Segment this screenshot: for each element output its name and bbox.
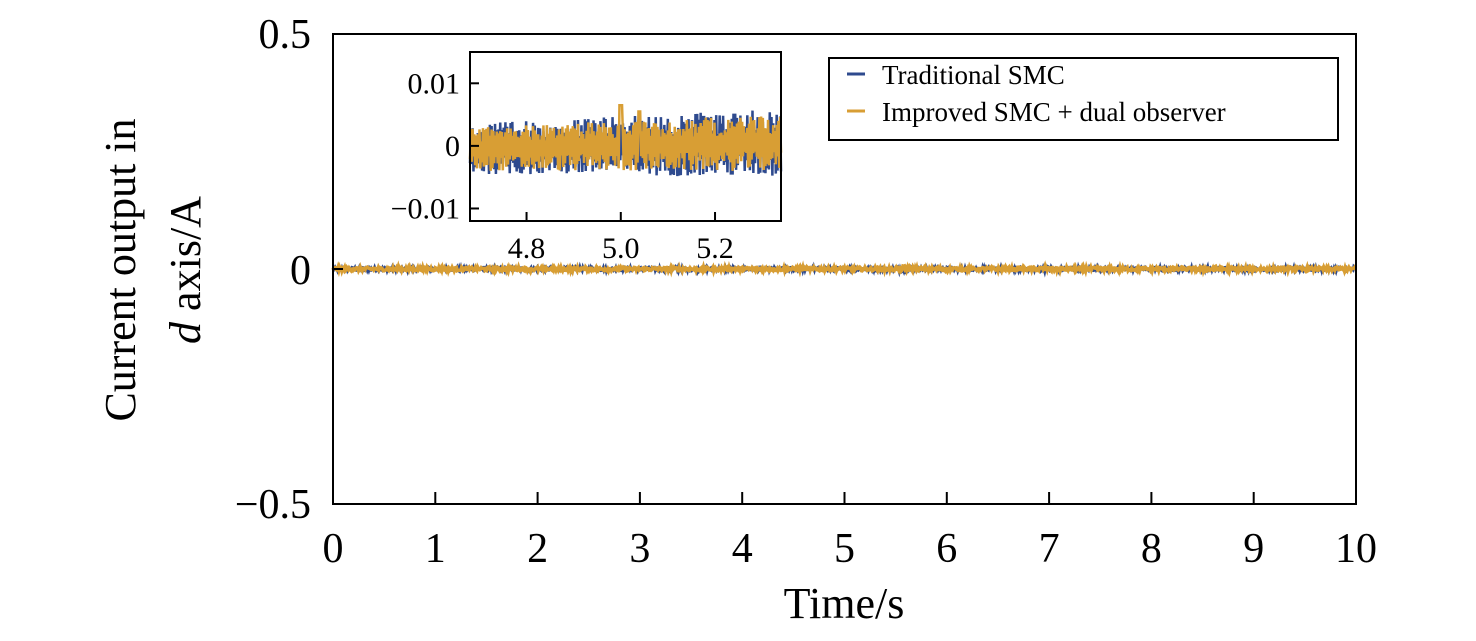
legend-box <box>828 57 1339 141</box>
x-tick-label: 9 <box>1243 526 1264 572</box>
main-series-group <box>331 260 1357 278</box>
x-tick-label: 10 <box>1335 526 1377 572</box>
inset-y-tick-label: −0.01 <box>391 192 460 225</box>
main-series-line-1 <box>331 260 1357 278</box>
inset-plot: 4.8 5.0 5.2 −0.01 0 0.01 <box>391 51 783 265</box>
y-axis-title-italic: d <box>161 321 210 344</box>
y-tick-label: 0 <box>290 248 311 294</box>
x-tick-label: 1 <box>425 526 446 572</box>
x-tick-label: 0 <box>323 526 344 572</box>
x-tick-label: 3 <box>629 526 650 572</box>
inset-series-group <box>468 103 783 177</box>
inset-series-line-1 <box>468 103 783 171</box>
inset-ticks-group: 4.8 5.0 5.2 −0.01 0 0.01 <box>391 67 734 265</box>
x-tick-label: 7 <box>1039 526 1060 572</box>
x-tick-label: 2 <box>527 526 548 572</box>
y-axis-title-rest: axis/A <box>161 196 210 322</box>
x-tick-label: 8 <box>1141 526 1162 572</box>
main-ticks-group: 0 1 2 3 4 5 6 7 8 9 10 −0.5 0 0.5 <box>235 12 1377 572</box>
inset-x-tick-label: 5.0 <box>602 232 640 265</box>
x-tick-label: 5 <box>834 526 855 572</box>
y-tick-label: −0.5 <box>235 482 311 528</box>
inset-y-tick-label: 0.01 <box>408 67 461 100</box>
x-tick-label: 4 <box>732 526 753 572</box>
y-axis-title-line2-text: d axis/A <box>161 196 210 344</box>
inset-y-tick-label: 0 <box>445 130 460 163</box>
inset-plot-frame <box>469 51 782 222</box>
x-tick-label: 6 <box>936 526 957 572</box>
legend-label-traditional: Traditional SMC <box>882 60 1065 90</box>
y-axis-title-line1-text: Current output in <box>96 118 145 421</box>
inset-x-tick-label: 5.2 <box>696 232 734 265</box>
inset-x-tick-label: 4.8 <box>508 232 546 265</box>
legend-label-improved: Improved SMC + dual observer <box>882 97 1226 127</box>
y-tick-label: 0.5 <box>259 12 312 58</box>
x-axis-title: Time/s <box>784 579 905 628</box>
legend: Traditional SMC Improved SMC + dual obse… <box>828 57 1339 141</box>
main-plot: 0 1 2 3 4 5 6 7 8 9 10 −0.5 0 0.5 Time/s Current outp… <box>96 12 1377 628</box>
